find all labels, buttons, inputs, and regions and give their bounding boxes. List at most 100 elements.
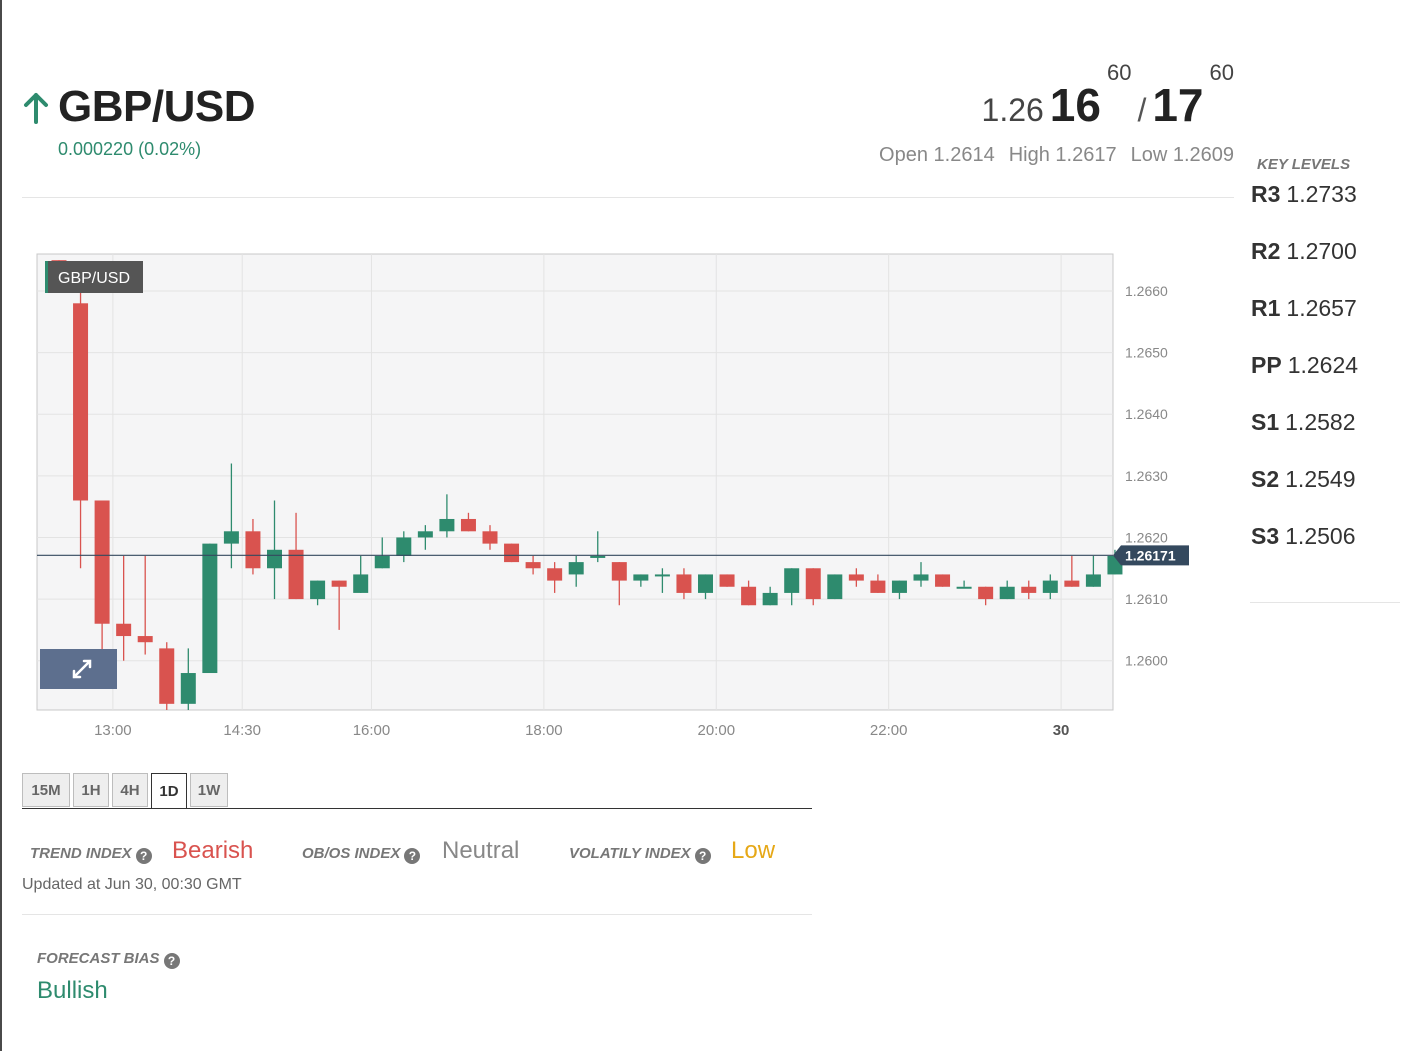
bid-base: 1.26 bbox=[981, 92, 1044, 128]
bid-big: 16 bbox=[1049, 79, 1101, 131]
help-icon[interactable]: ? bbox=[135, 848, 152, 864]
candle-body bbox=[288, 549, 304, 600]
candle-body bbox=[482, 531, 498, 544]
candle-body bbox=[784, 568, 800, 593]
candle-body bbox=[848, 574, 864, 581]
tab-1w[interactable]: 1W bbox=[190, 773, 228, 807]
candle-body bbox=[978, 586, 994, 600]
candle-body bbox=[999, 586, 1015, 600]
ohl-row: Open 1.2614 High 1.2617 Low 1.2609 bbox=[865, 144, 1234, 167]
candle-body bbox=[159, 648, 175, 704]
key-level-value: 1.2657 bbox=[1286, 295, 1357, 321]
pair-title: GBP/USD bbox=[58, 82, 255, 131]
obos-index-value: Neutral bbox=[442, 837, 520, 864]
candle-body bbox=[331, 580, 347, 587]
candle-body bbox=[310, 580, 326, 600]
candle-body bbox=[935, 574, 951, 587]
key-level-value: 1.2624 bbox=[1287, 352, 1359, 378]
window-edge bbox=[0, 0, 2, 1051]
key-level-name: PP bbox=[1251, 352, 1282, 378]
y-tick-label: 1.2660 bbox=[1125, 283, 1168, 299]
candle-body bbox=[1042, 580, 1058, 593]
open-value: Open 1.2614 bbox=[879, 144, 995, 166]
y-tick-label: 1.2630 bbox=[1125, 468, 1168, 484]
key-level-r3: R3 1.2733 bbox=[1251, 181, 1357, 208]
candle-body bbox=[1085, 574, 1101, 587]
forecast-bias-text: FORECAST BIAS bbox=[37, 950, 160, 967]
candle-body bbox=[741, 586, 757, 606]
key-level-name: R3 bbox=[1251, 181, 1281, 207]
expand-button[interactable] bbox=[40, 649, 117, 689]
candle-body bbox=[698, 574, 713, 593]
candle-body bbox=[956, 586, 972, 589]
legend-color bbox=[45, 261, 48, 293]
candle-body bbox=[547, 568, 563, 581]
tab-15m[interactable]: 15M bbox=[22, 773, 70, 807]
timeframe-tabs: 15M 1H 4H 1D 1W bbox=[22, 773, 228, 809]
candle-body bbox=[568, 562, 584, 575]
tabs-underline bbox=[22, 808, 812, 809]
key-level-value: 1.2733 bbox=[1286, 181, 1357, 207]
help-icon[interactable]: ? bbox=[163, 953, 180, 969]
candle-body bbox=[245, 531, 261, 569]
tab-1d[interactable]: 1D bbox=[151, 773, 187, 809]
key-level-name: R2 bbox=[1251, 238, 1281, 264]
candle-body bbox=[611, 562, 627, 581]
candle-body bbox=[891, 580, 907, 593]
key-level-r1: R1 1.2657 bbox=[1251, 295, 1357, 322]
candle-body bbox=[396, 537, 412, 556]
key-level-pp: PP 1.2624 bbox=[1251, 352, 1358, 379]
trend-index-label: TREND INDEX? bbox=[30, 845, 152, 864]
x-tick-label: 30 bbox=[1053, 722, 1070, 739]
candle-body bbox=[590, 555, 606, 558]
key-level-value: 1.2700 bbox=[1286, 238, 1357, 264]
candle-body bbox=[633, 574, 649, 581]
key-level-value: 1.2582 bbox=[1285, 409, 1356, 435]
divider bbox=[22, 914, 812, 915]
candle-body bbox=[439, 518, 455, 532]
tab-1h[interactable]: 1H bbox=[73, 773, 109, 807]
candle-body bbox=[1064, 580, 1080, 587]
volatility-index-label: VOLATILY INDEX? bbox=[569, 845, 711, 864]
help-icon[interactable]: ? bbox=[694, 848, 711, 864]
candle-body bbox=[719, 574, 735, 587]
trend-index-value: Bearish bbox=[172, 837, 254, 864]
key-level-s1: S1 1.2582 bbox=[1251, 409, 1356, 436]
forecast-bias-label: FORECAST BIAS? bbox=[37, 950, 180, 969]
y-tick-label: 1.2620 bbox=[1125, 529, 1168, 545]
tab-4h[interactable]: 4H bbox=[112, 773, 148, 807]
key-levels-title: KEY LEVELS bbox=[1257, 156, 1351, 173]
price-chart[interactable]: 1.26001.26101.26201.26301.26401.26501.26… bbox=[0, 0, 1417, 760]
help-icon[interactable]: ? bbox=[404, 848, 421, 864]
updated-timestamp: Updated at Jun 30, 00:30 GMT bbox=[22, 876, 242, 893]
ask-big: 17 bbox=[1152, 79, 1204, 131]
volatility-index-value: Low bbox=[731, 837, 776, 864]
candle-body bbox=[374, 555, 390, 569]
y-tick-label: 1.2640 bbox=[1125, 406, 1168, 422]
ask-pip: 60 bbox=[1209, 60, 1234, 85]
quote: 1.26 1660/1760 bbox=[981, 60, 1234, 132]
arrow-up-icon bbox=[24, 93, 48, 124]
bid-pip: 60 bbox=[1106, 60, 1132, 85]
candle-body bbox=[223, 531, 239, 544]
candle-body bbox=[353, 574, 369, 593]
key-level-r2: R2 1.2700 bbox=[1251, 238, 1357, 265]
price-change: 0.000220 (0.02%) bbox=[58, 139, 202, 159]
key-level-name: S2 bbox=[1251, 466, 1280, 492]
candle-body bbox=[137, 636, 153, 643]
volatility-index-text: VOLATILY INDEX bbox=[569, 845, 691, 862]
candle-body bbox=[805, 568, 821, 600]
x-tick-label: 22:00 bbox=[870, 722, 908, 739]
current-price-tag bbox=[1113, 545, 1189, 566]
low-value: Low 1.2609 bbox=[1130, 144, 1234, 166]
key-level-name: S1 bbox=[1251, 409, 1280, 435]
key-level-s3: S3 1.2506 bbox=[1251, 523, 1356, 550]
candle-body bbox=[676, 574, 692, 593]
quote-separator: / bbox=[1137, 92, 1147, 128]
x-tick-label: 14:30 bbox=[223, 722, 261, 739]
x-tick-label: 20:00 bbox=[698, 722, 736, 739]
obos-index-text: OB/OS INDEX bbox=[302, 845, 401, 862]
candle-body bbox=[870, 580, 886, 593]
candle-body bbox=[460, 518, 476, 532]
candle-body bbox=[913, 574, 929, 581]
